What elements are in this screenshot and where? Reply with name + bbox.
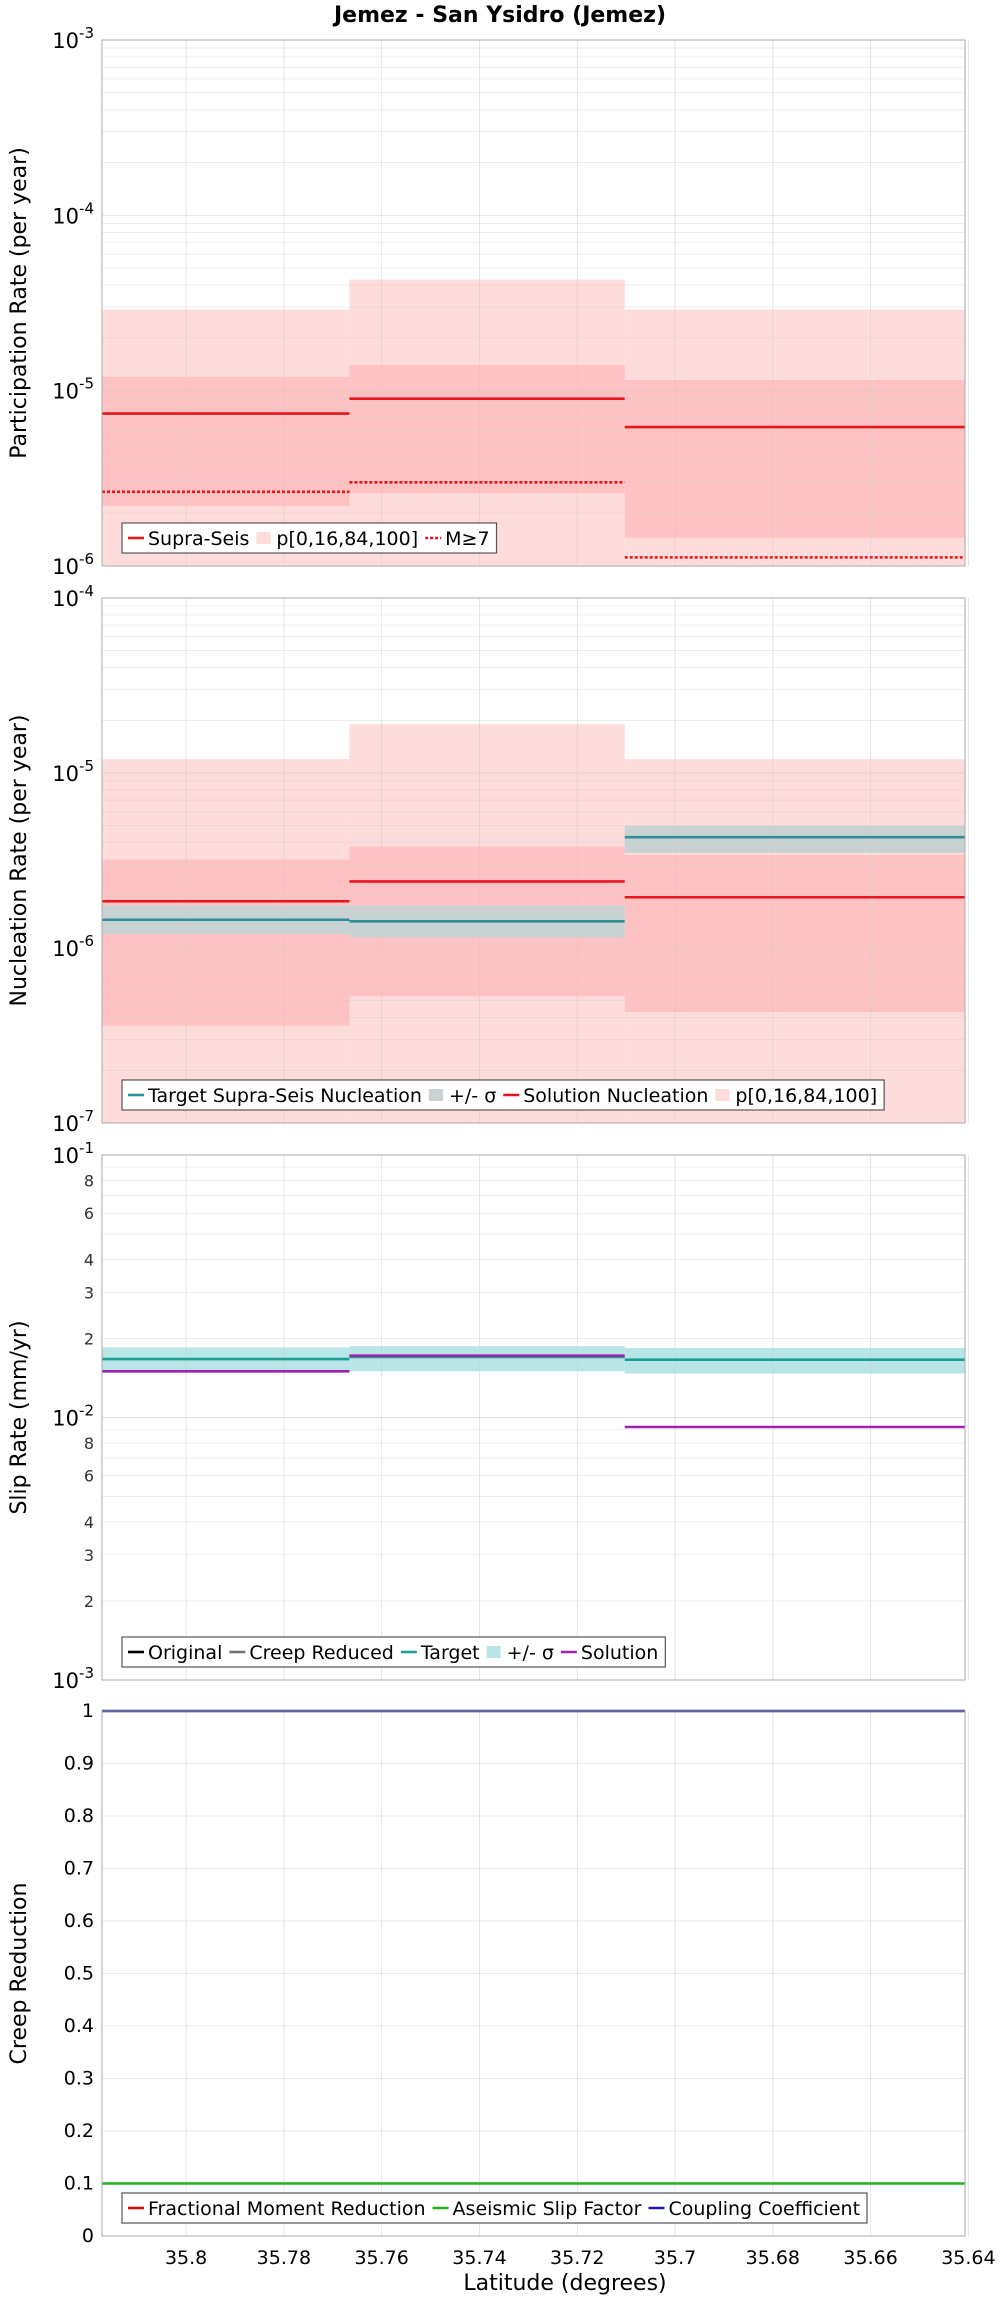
y-tick-label: 10-2	[52, 1402, 94, 1431]
band-segment	[624, 825, 965, 853]
legend-swatch	[486, 1646, 501, 1658]
legend-label: Supra-Seis	[148, 528, 249, 550]
y-axis-label: Nucleation Rate (per year)	[7, 715, 32, 1007]
x-tick-label: 35.66	[843, 2247, 897, 2269]
y-tick-label: 3	[84, 1546, 94, 1565]
legend-label: Target	[420, 1642, 480, 1664]
y-axis-label: Creep Reduction	[7, 1883, 32, 2065]
y-tick-label: 2	[84, 1592, 94, 1611]
legend: Target Supra-Seis Nucleation +/- σ Solutio…	[121, 1079, 885, 1111]
legend-box	[121, 522, 498, 554]
y-axis-label: Slip Rate (mm/yr)	[7, 1320, 32, 1514]
x-tick-label: 35.74	[452, 2247, 506, 2269]
y-tick-label: 10-6	[52, 550, 94, 579]
legend-swatch	[428, 1089, 443, 1101]
legend-label: M≥7	[445, 528, 489, 550]
plot-frame	[101, 597, 966, 1124]
band-segment	[624, 854, 965, 1013]
legend-label: p[0,16,84,100]	[735, 1085, 877, 1107]
y-tick-label: 1	[82, 1700, 94, 1722]
y-tick-label: 8	[84, 1434, 94, 1453]
y-tick-label: 6	[84, 1204, 94, 1223]
legend: Fractional Moment Reduction Aseismic Slip…	[121, 2192, 868, 2224]
y-tick-label: 0.9	[64, 1753, 94, 1775]
legend-swatch	[715, 1089, 730, 1101]
legend-label: +/- σ	[507, 1642, 554, 1664]
y-tick-label: 0.5	[64, 1963, 94, 1985]
y-tick-label: 10-4	[52, 199, 94, 228]
y-tick-label: 10-3	[52, 24, 94, 53]
legend-label: +/- σ	[449, 1085, 496, 1107]
y-tick-label: 0	[82, 2225, 94, 2247]
y-tick-label: 8	[84, 1171, 94, 1190]
y-tick-label: 10-3	[52, 1664, 94, 1693]
legend-label: Fractional Moment Reduction	[148, 2198, 426, 2220]
legend-label: Target Supra-Seis Nucleation	[147, 1085, 422, 1107]
x-tick-label: 35.72	[550, 2247, 604, 2269]
legend-label: Solution	[581, 1642, 658, 1664]
y-tick-label: 0.6	[64, 1910, 94, 1932]
y-tick-label: 6	[84, 1467, 94, 1486]
y-tick-label: 4	[84, 1513, 94, 1532]
plot-frame	[101, 1710, 966, 2237]
y-tick-label: 0.4	[64, 2015, 94, 2037]
x-axis-label: Latitude (degrees)	[463, 2271, 666, 2296]
legend-label: Aseismic Slip Factor	[453, 2198, 642, 2220]
y-tick-label: 0.2	[64, 2120, 94, 2142]
y-tick-label: 3	[84, 1283, 94, 1302]
y-tick-label: 10-5	[52, 757, 94, 786]
band-segment	[349, 1346, 625, 1372]
band-segment	[624, 380, 965, 538]
legend-swatch	[256, 532, 271, 544]
x-tick-label: 35.78	[257, 2247, 311, 2269]
band-segment	[102, 376, 350, 506]
figure-title: Jemez - San Ysidro (Jemez)	[332, 3, 666, 28]
y-tick-label: 10-7	[52, 1107, 94, 1136]
x-tick-label: 35.7	[654, 2247, 696, 2269]
panel-4: 1 0.9 0.8 0.7 0.6 0.5 0.4 0.3 0.2 0.1 0 Creep Reduc…	[7, 1700, 996, 2269]
x-tick-label: 35.64	[941, 2247, 995, 2269]
legend-label: Solution Nucleation	[523, 1085, 708, 1107]
y-tick-label: 10-6	[52, 932, 94, 961]
band-segment	[102, 859, 350, 1026]
x-tick-label: 35.68	[746, 2247, 800, 2269]
band-segment	[349, 365, 625, 494]
y-tick-label: 0.7	[64, 1858, 94, 1880]
y-tick-label: 4	[84, 1250, 94, 1269]
legend-box	[121, 1079, 885, 1111]
legend: Supra-Seis p[0,16,84,100] M≥7	[121, 522, 498, 554]
legend-label: Creep Reduced	[249, 1642, 393, 1664]
legend-label: Original	[148, 1642, 222, 1664]
legend-label: Coupling Coefficient	[668, 2198, 860, 2220]
panel-2: 10-4 10-5 10-6 10-7 Nucleation Rate (per yea…	[7, 582, 969, 1136]
legend-box	[121, 2192, 868, 2224]
y-tick-label: 0.1	[64, 2173, 94, 2195]
y-axis-label: Participation Rate (per year)	[7, 147, 32, 459]
panel-1: 10-3 10-4 10-5 10-6 Participation Rate (per …	[7, 24, 969, 579]
y-tick-label: 10-5	[52, 375, 94, 404]
legend: Original Creep Reduced Target +/- σ Solution	[121, 1636, 666, 1668]
y-tick-label: 10-4	[52, 582, 94, 611]
x-tick-label: 35.8	[165, 2247, 207, 2269]
legend-label: p[0,16,84,100]	[276, 528, 418, 550]
y-tick-label: 10-1	[52, 1139, 94, 1168]
panel-3: 10-1 8 6 4 3 2 10-2 8 6 4 3 2 10-3 Slip Rate (mm/yr) O…	[7, 1139, 969, 1693]
plot-frame	[101, 1154, 966, 1681]
y-tick-label: 2	[84, 1329, 94, 1348]
x-tick-label: 35.76	[354, 2247, 408, 2269]
plot-frame	[101, 39, 966, 567]
y-tick-label: 0.8	[64, 1805, 94, 1827]
y-tick-label: 0.3	[64, 2068, 94, 2090]
